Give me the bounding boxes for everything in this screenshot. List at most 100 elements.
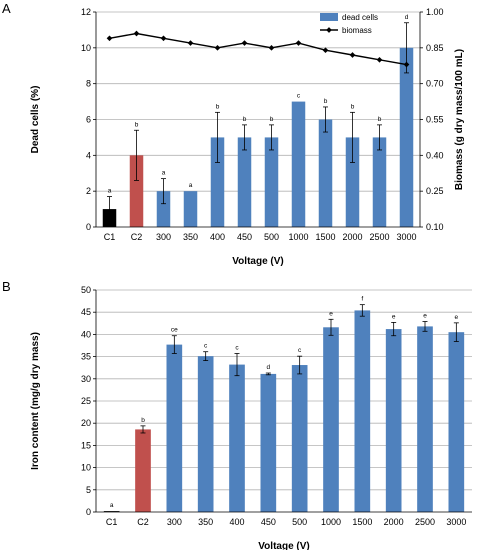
x-tick-label: C1 — [106, 517, 118, 527]
x-tick-label: C1 — [104, 232, 116, 242]
bar — [448, 332, 465, 512]
y-tick-label: 50 — [81, 285, 91, 295]
biomass-point — [322, 47, 329, 54]
y-tick-label: 0 — [86, 222, 91, 232]
biomass-line — [109, 32, 407, 66]
bar — [103, 511, 120, 512]
legend: dead cells biomass — [320, 13, 378, 35]
significance-label: b — [270, 116, 274, 123]
x-tick-label: 1500 — [352, 517, 372, 527]
y2-tick-label: 0.70 — [426, 79, 444, 89]
y2-tick-label: 0.10 — [426, 222, 444, 232]
bar — [156, 191, 171, 227]
y-tick-label: 15 — [81, 440, 91, 450]
y-tick-label: 0 — [86, 507, 91, 517]
x-axis-title: Voltage (V) — [258, 541, 309, 550]
x-tick-label: 500 — [292, 517, 307, 527]
x-tick-label: 1500 — [315, 232, 335, 242]
y-tick-label: 40 — [81, 329, 91, 339]
y2-tick-label: 1.00 — [426, 7, 444, 17]
x-tick-label: 350 — [198, 517, 213, 527]
significance-label: f — [361, 296, 363, 303]
y-axis-title: Dead cells (%) — [30, 86, 41, 154]
x-tick-label: 350 — [183, 232, 198, 242]
y-tick-label: 6 — [86, 115, 91, 125]
y-tick-label: 30 — [81, 374, 91, 384]
significance-label: d — [267, 364, 271, 371]
x-tick-label: 400 — [229, 517, 244, 527]
bar — [399, 47, 414, 228]
bar — [166, 344, 183, 512]
bar — [354, 310, 371, 512]
y-tick-label: 10 — [81, 463, 91, 473]
significance-label: d — [405, 14, 409, 21]
biomass-point — [241, 40, 248, 46]
x-tick-label: 2500 — [369, 232, 389, 242]
biomass-point — [214, 45, 221, 51]
significance-label: e — [455, 314, 459, 321]
significance-label: a — [189, 182, 193, 189]
biomass-point — [133, 30, 140, 37]
significance-label: ce — [171, 327, 178, 334]
significance-label: c — [204, 343, 208, 350]
x-tick-label: 1000 — [288, 232, 308, 242]
y-tick-label: 12 — [81, 7, 91, 17]
biomass-point — [106, 35, 113, 42]
significance-label: b — [324, 98, 328, 105]
panel-a-letter: A — [2, 1, 11, 16]
y2-tick-label: 0.85 — [426, 43, 444, 53]
y-tick-label: 45 — [81, 307, 91, 317]
legend-swatch-marker — [326, 27, 332, 33]
x-tick-label: 450 — [237, 232, 252, 242]
bar — [229, 364, 245, 512]
bar — [385, 329, 402, 512]
significance-label: c — [298, 347, 302, 354]
x-tick-label: 500 — [264, 232, 279, 242]
significance-label: b — [141, 417, 145, 424]
legend-label: biomass — [342, 26, 372, 35]
bar — [345, 137, 360, 227]
legend-swatch — [320, 13, 338, 21]
biomass-point — [187, 40, 194, 46]
x-tick-label: 3000 — [446, 517, 466, 527]
bar — [260, 373, 277, 512]
x-tick-label: 400 — [210, 232, 225, 242]
y-tick-label: 2 — [86, 186, 91, 196]
significance-label: b — [243, 116, 247, 123]
bar — [318, 119, 333, 227]
bar — [291, 101, 306, 227]
panel-b-chart: 05101520253035404550aC1bC2ce300c350c400d… — [30, 285, 472, 550]
significance-label: b — [378, 116, 382, 123]
biomass-point — [349, 52, 356, 58]
bar — [291, 365, 308, 512]
y2-tick-label: 0.55 — [426, 115, 444, 125]
bar — [372, 137, 387, 227]
y-tick-label: 20 — [81, 418, 91, 428]
x-tick-label: C2 — [131, 232, 143, 242]
y-tick-label: 35 — [81, 352, 91, 362]
y2-tick-label: 0.40 — [426, 150, 444, 160]
bar — [183, 191, 198, 227]
legend-label: dead cells — [342, 13, 378, 22]
x-tick-label: 3000 — [396, 232, 416, 242]
bar — [323, 327, 339, 512]
bar — [197, 356, 214, 512]
significance-label: b — [135, 121, 139, 128]
y2-tick-label: 0.25 — [426, 186, 444, 196]
biomass-point — [268, 45, 275, 51]
significance-label: a — [108, 188, 112, 195]
significance-label: a — [162, 170, 166, 177]
biomass-point — [376, 56, 383, 63]
bar — [210, 137, 225, 227]
x-tick-label: 2000 — [384, 517, 404, 527]
y-tick-label: 25 — [81, 396, 91, 406]
y-tick-label: 4 — [86, 150, 91, 160]
x-tick-label: 300 — [167, 517, 182, 527]
significance-label: a — [110, 502, 114, 509]
x-tick-label: 450 — [261, 517, 276, 527]
x-tick-label: C2 — [137, 517, 149, 527]
bar — [264, 137, 279, 227]
bar — [135, 429, 151, 512]
x-tick-label: 2500 — [415, 517, 435, 527]
